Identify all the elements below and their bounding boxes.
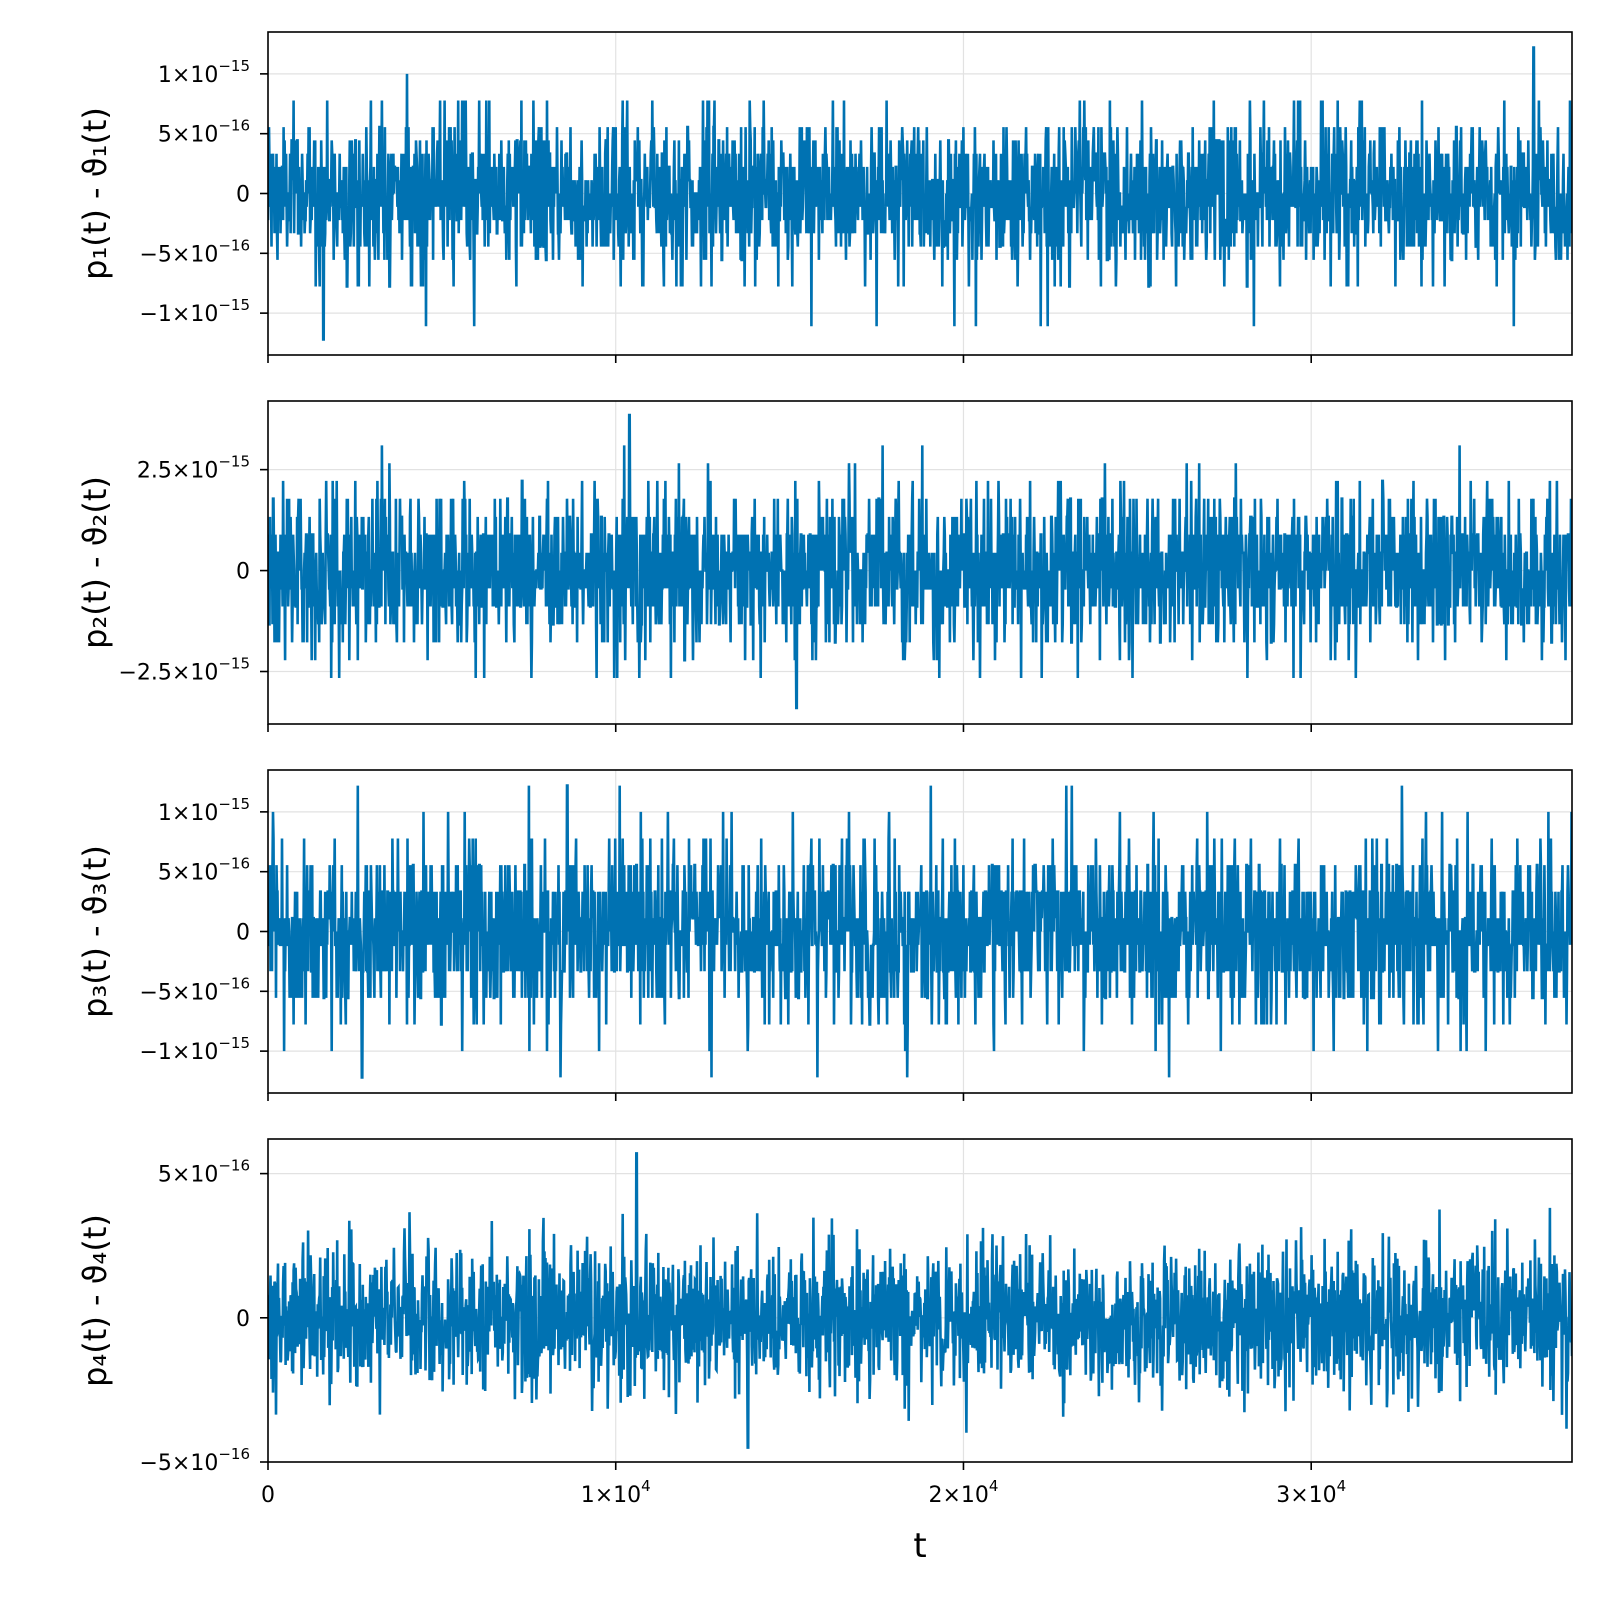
y-tick-label: 5×10−16 [158, 1157, 250, 1188]
y-tick-label: 1×10−15 [158, 795, 250, 826]
y-tick-label: 2.5×10−15 [137, 453, 250, 484]
x-tick-label: 3×104 [1276, 1477, 1346, 1508]
x-tick-label: 2×104 [928, 1477, 998, 1508]
y-tick-label: −2.5×10−15 [118, 655, 250, 686]
y-axis-label: p₁(t) - ϑ₁(t) [76, 107, 114, 280]
y-axis-label: p₂(t) - ϑ₂(t) [76, 476, 114, 649]
y-axis-label: p₃(t) - ϑ₃(t) [76, 845, 114, 1018]
axes-frame [267, 1138, 1573, 1463]
axes-frame [267, 400, 1573, 725]
panel-3: −1×10−15 −5×10−16 0 5×10−16 1×10−15 p₃(t) - ϑ… [76, 769, 1573, 1101]
panel-1: −1×10−15 −5×10−16 0 5×10−16 1×10−15 p₁(t) - ϑ… [76, 31, 1573, 363]
y-tick-label: −5×10−16 [139, 974, 250, 1005]
y-tick-label: −5×10−16 [139, 236, 250, 267]
x-tick-label: 1×104 [581, 1477, 651, 1508]
y-tick-label: 0 [236, 560, 250, 585]
y-tick-label: 5×10−16 [158, 855, 250, 886]
x-axis-label: t [913, 1526, 926, 1566]
y-tick-label: −5×10−16 [139, 1445, 250, 1476]
data-series-line [268, 1152, 1572, 1449]
panel-2: −2.5×10−15 0 2.5×10−15 p₂(t) - ϑ₂(t) [76, 400, 1573, 732]
y-tick-label: −1×10−15 [139, 296, 250, 327]
y-tick-label: 0 [236, 1307, 250, 1332]
y-tick-label: 5×10−16 [158, 117, 250, 148]
panel-4: −5×10−16 0 5×10−16 0 1×104 2×104 3×104 p₄(t) - … [76, 1138, 1573, 1566]
data-series-line [268, 784, 1572, 1079]
y-tick-label: 0 [236, 921, 250, 946]
y-tick-label: 0 [236, 183, 250, 208]
x-tick-label: 0 [261, 1483, 275, 1508]
y-tick-label: 1×10−15 [158, 57, 250, 88]
data-series-line [268, 413, 1572, 710]
data-series-line [268, 46, 1572, 341]
y-axis-label: p₄(t) - ϑ₄(t) [76, 1214, 114, 1387]
y-tick-label: −1×10−15 [139, 1034, 250, 1065]
